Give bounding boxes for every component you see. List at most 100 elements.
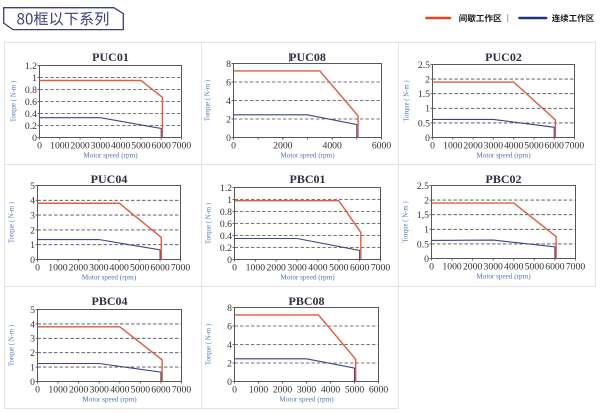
svg-text:Motor speed (rpm): Motor speed (rpm) <box>280 152 335 160</box>
svg-text:PBC01: PBC01 <box>290 172 326 186</box>
svg-text:0.6: 0.6 <box>220 219 232 230</box>
svg-text:2: 2 <box>424 196 429 207</box>
svg-text:8: 8 <box>226 59 231 70</box>
svg-text:5: 5 <box>30 305 35 316</box>
svg-text:4000: 4000 <box>322 141 342 152</box>
svg-text:2: 2 <box>227 358 232 369</box>
svg-text:2.5: 2.5 <box>417 181 429 192</box>
svg-text:4000: 4000 <box>321 385 341 396</box>
svg-text:1000: 1000 <box>249 385 269 396</box>
svg-text:PUC02: PUC02 <box>485 50 522 64</box>
svg-text:6000: 6000 <box>369 385 389 396</box>
svg-text:PUC08: PUC08 <box>289 50 326 64</box>
svg-text:5000: 5000 <box>329 263 349 274</box>
svg-text:7000: 7000 <box>371 263 391 274</box>
svg-text:7000: 7000 <box>565 141 585 152</box>
svg-text:7000: 7000 <box>171 263 191 274</box>
svg-text:2000: 2000 <box>463 262 483 273</box>
svg-text:0: 0 <box>226 133 231 144</box>
svg-text:0.5: 0.5 <box>417 239 429 250</box>
svg-text:4000: 4000 <box>110 263 130 274</box>
svg-text:0: 0 <box>227 255 232 266</box>
svg-text:2000: 2000 <box>70 141 90 152</box>
svg-text:1,5: 1,5 <box>417 210 429 221</box>
svg-text:5000: 5000 <box>130 263 150 274</box>
svg-text:0: 0 <box>30 255 35 266</box>
svg-text:4000: 4000 <box>111 141 131 152</box>
svg-text:6000: 6000 <box>151 385 171 396</box>
svg-text:0: 0 <box>227 377 232 388</box>
svg-text:2000: 2000 <box>69 263 89 274</box>
svg-text:3000: 3000 <box>90 385 110 396</box>
svg-text:2000: 2000 <box>69 385 89 396</box>
svg-text:4: 4 <box>226 96 231 107</box>
svg-text:6000: 6000 <box>150 263 170 274</box>
svg-text:1: 1 <box>32 73 37 84</box>
svg-text:Torque ( N-m ): Torque ( N-m ) <box>9 202 16 243</box>
svg-text:Motor speed (rpm): Motor speed (rpm) <box>280 274 335 282</box>
svg-text:0: 0 <box>37 141 42 152</box>
svg-text:4: 4 <box>30 319 35 330</box>
svg-text:0: 0 <box>35 385 40 396</box>
svg-text:7000: 7000 <box>172 385 192 396</box>
svg-text:5000: 5000 <box>131 141 151 152</box>
svg-text:0.2: 0.2 <box>220 243 232 254</box>
svg-text:1.5: 1.5 <box>418 89 430 100</box>
svg-text:4000: 4000 <box>110 385 130 396</box>
svg-text:1.2: 1.2 <box>220 183 232 194</box>
svg-text:Torque ( N-m ): Torque ( N-m ) <box>403 201 410 242</box>
svg-text:1: 1 <box>227 195 232 206</box>
svg-text:0: 0 <box>232 263 237 274</box>
svg-text:2: 2 <box>30 225 35 236</box>
svg-text:4000: 4000 <box>504 141 524 152</box>
svg-text:1000: 1000 <box>443 141 463 152</box>
svg-text:PUC01: PUC01 <box>92 50 129 64</box>
svg-text:0: 0 <box>30 377 35 388</box>
svg-text:PUC04: PUC04 <box>91 172 128 186</box>
svg-text:0.8: 0.8 <box>25 85 37 96</box>
svg-text:4: 4 <box>227 340 232 351</box>
svg-text:0.8: 0.8 <box>220 207 232 218</box>
svg-text:2: 2 <box>30 348 35 359</box>
svg-text:6000: 6000 <box>152 141 172 152</box>
svg-text:4: 4 <box>30 196 35 207</box>
svg-text:4000: 4000 <box>504 262 524 273</box>
svg-text:Torque ( N-m ): Torque ( N-m ) <box>206 324 213 365</box>
svg-text:3000: 3000 <box>484 141 504 152</box>
svg-text:0.4: 0.4 <box>25 109 37 120</box>
svg-text:3000: 3000 <box>297 385 317 396</box>
svg-text:1000: 1000 <box>48 263 68 274</box>
svg-text:0: 0 <box>232 385 237 396</box>
svg-text:2000: 2000 <box>463 141 483 152</box>
svg-text:0.5: 0.5 <box>418 118 430 129</box>
svg-text:0: 0 <box>430 141 435 152</box>
svg-text:1: 1 <box>30 363 35 374</box>
svg-text:5: 5 <box>30 181 35 192</box>
svg-text:2: 2 <box>226 114 231 125</box>
svg-text:3000: 3000 <box>484 262 504 273</box>
svg-text:6: 6 <box>226 77 231 88</box>
svg-text:5000: 5000 <box>345 385 365 396</box>
svg-text:6000: 6000 <box>545 262 565 273</box>
svg-text:Torque ( N-m ): Torque ( N-m ) <box>404 80 411 121</box>
svg-text:Motor speed (rpm): Motor speed (rpm) <box>82 274 137 282</box>
svg-text:0: 0 <box>424 254 429 265</box>
svg-text:3: 3 <box>30 211 35 222</box>
svg-text:6000: 6000 <box>372 141 392 152</box>
svg-text:0: 0 <box>429 262 434 273</box>
svg-text:0.2: 0.2 <box>25 121 37 132</box>
svg-text:Motor speed (rpm): Motor speed (rpm) <box>476 273 531 281</box>
svg-text:0: 0 <box>35 263 40 274</box>
svg-text:5000: 5000 <box>525 262 545 273</box>
svg-text:6000: 6000 <box>350 263 370 274</box>
svg-text:Torque ( N-m ): Torque ( N-m ) <box>9 325 16 366</box>
svg-text:0.4: 0.4 <box>220 231 232 242</box>
svg-text:Motor speed (rpm): Motor speed (rpm) <box>83 152 138 160</box>
svg-text:8: 8 <box>227 303 232 314</box>
svg-text:3: 3 <box>30 334 35 345</box>
svg-text:0: 0 <box>231 141 236 152</box>
svg-text:7000: 7000 <box>566 262 586 273</box>
svg-text:Torque ( N-m ): Torque ( N-m ) <box>11 81 18 122</box>
svg-text:0: 0 <box>425 133 430 144</box>
svg-text:1000: 1000 <box>48 385 68 396</box>
